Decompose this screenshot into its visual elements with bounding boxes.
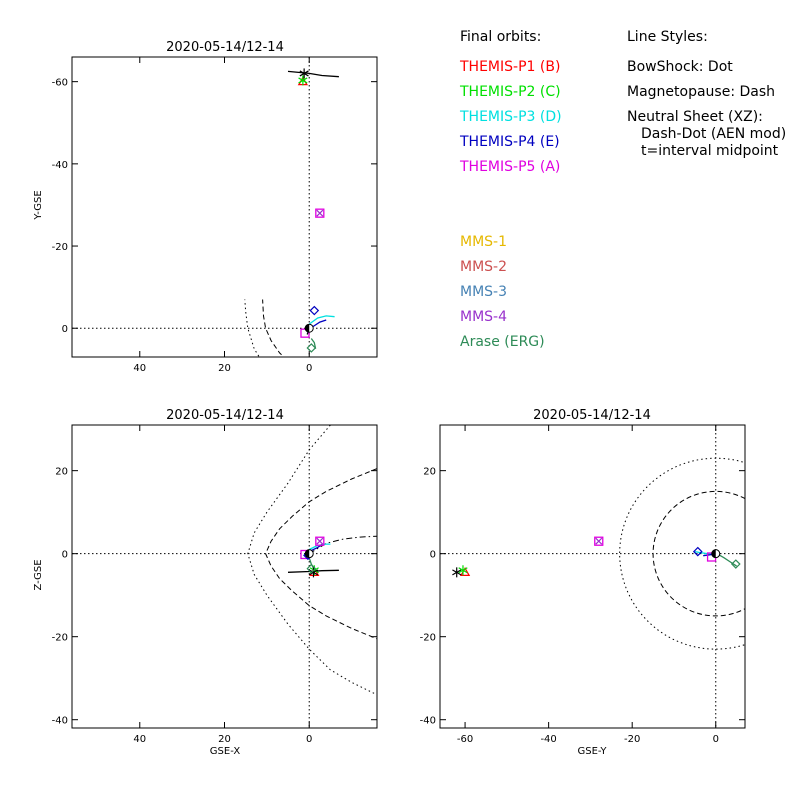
x-tick-label: -20	[624, 734, 640, 745]
x-tick-label: 0	[306, 734, 312, 745]
magnetopause-curve	[652, 490, 745, 617]
y-tick-label: 0	[430, 550, 436, 561]
x-tick-label: 0	[713, 734, 719, 745]
legend-probe-p3: THEMIS-P3 (D)	[459, 109, 562, 125]
asterisk-stroke	[308, 569, 319, 576]
magnetopause-curve	[265, 468, 377, 640]
legend-style-magnetopause: Magnetopause: Dash	[627, 84, 775, 100]
plot-content	[72, 57, 377, 357]
bowshock-curve	[244, 299, 260, 357]
asterisk-stroke	[299, 70, 309, 77]
cross-stroke	[316, 537, 324, 545]
legend-orbits-heading: Final orbits:	[460, 29, 541, 45]
panel-title: 2020-05-14/12-14	[166, 40, 284, 55]
x-tick-label: -40	[540, 734, 556, 745]
diamond-marker	[309, 305, 320, 316]
square-marker	[315, 208, 325, 218]
legend-style-neutral-sheet: Neutral Sheet (XZ):	[627, 109, 763, 125]
y-tick-label: 0	[62, 324, 68, 335]
plot-frame	[439, 424, 746, 729]
asterisk-marker	[308, 567, 319, 578]
x-tick-label: -60	[457, 734, 473, 745]
asterisk-stroke	[458, 567, 468, 574]
x-tick-label: 40	[133, 363, 146, 374]
orbit-track	[716, 553, 737, 567]
asterisk-stroke	[298, 77, 308, 84]
diamond-marker	[730, 559, 741, 569]
panel-title: 2020-05-14/12-14	[166, 408, 284, 423]
cross-marker	[595, 537, 603, 545]
legend-mms-2: MMS-2	[460, 259, 507, 275]
panel-xz: 2020-05-14/12-14 Z-GSE GSE-X 40 20 0 20 0 -20…	[33, 408, 378, 757]
diamond-marker	[306, 563, 317, 574]
plot-area: 40 20 0 -60 -40 -20 0	[52, 57, 377, 374]
asterisk-stroke	[452, 569, 462, 576]
panel-title: 2020-05-14/12-14	[533, 408, 651, 423]
y-tick-label: 20	[55, 467, 68, 478]
legend: Final orbits: Line Styles: THEMIS-P1 (B)…	[459, 29, 786, 350]
earth-night-side	[305, 324, 310, 333]
plot-frame	[71, 56, 378, 358]
y-tick-label: -40	[52, 160, 68, 171]
y-tick-label: 0	[62, 550, 68, 561]
y-tick-label: -40	[420, 716, 436, 727]
x-tick-label: 20	[218, 363, 231, 374]
plot-frame	[71, 424, 378, 729]
asterisk-marker	[458, 565, 468, 576]
y-tick-label: -60	[52, 78, 68, 89]
y-tick-label: 20	[423, 467, 436, 478]
cross-stroke	[316, 209, 324, 217]
y-tick-label: -40	[52, 716, 68, 727]
legend-style-bowshock: BowShock: Dot	[627, 59, 733, 75]
x-axis-label: GSE-Y	[578, 746, 608, 757]
asterisk-marker	[298, 75, 308, 86]
earth-night-side	[711, 549, 716, 558]
y-tick-label: -20	[52, 633, 68, 644]
plot-area: -60 -40 -20 0 20 0 -20 -40	[420, 425, 745, 745]
legend-style-midpoint: t=interval midpoint	[641, 143, 779, 159]
orbit-track	[287, 70, 339, 78]
neutral-sheet-curve	[308, 535, 377, 555]
legend-mms-1: MMS-1	[460, 234, 507, 250]
legend-mms-4: MMS-4	[460, 309, 507, 325]
y-tick-label: -20	[52, 242, 68, 253]
square-marker	[315, 536, 325, 546]
y-axis-label: Z-GSE	[33, 559, 44, 590]
legend-styles-heading: Line Styles:	[627, 29, 708, 45]
earth-night-side	[305, 549, 310, 558]
bowshock-curve	[619, 457, 745, 650]
legend-arase: Arase (ERG)	[460, 334, 545, 350]
legend-probe-p2: THEMIS-P2 (C)	[459, 84, 561, 100]
y-tick-label: -20	[420, 633, 436, 644]
panel-xy: 2020-05-14/12-14 Y-GSE 40 20 0 -60 -40 -20 0	[33, 40, 378, 374]
asterisk-marker	[299, 68, 309, 79]
x-tick-label: 0	[306, 363, 312, 374]
x-tick-label: 40	[133, 734, 146, 745]
plot-content	[440, 425, 745, 728]
orbit-track	[308, 315, 335, 325]
magnetopause-curve	[262, 299, 285, 357]
bowshock-curve	[247, 425, 377, 696]
legend-mms-3: MMS-3	[460, 284, 507, 300]
square-marker	[594, 536, 604, 546]
asterisk-marker	[452, 567, 462, 578]
panel-yz: 2020-05-14/12-14 GSE-Y -60 -40 -20 0200-20-…	[420, 408, 746, 757]
legend-probe-p1: THEMIS-P1 (B)	[459, 59, 560, 75]
x-axis-label: GSE-X	[210, 746, 241, 757]
cross-marker	[316, 537, 324, 545]
cross-stroke	[595, 537, 603, 545]
diamond-marker	[306, 343, 317, 353]
legend-probe-p4: THEMIS-P4 (E)	[459, 134, 560, 150]
plot-area: 40 20 0 20 0 -20 -40	[52, 425, 377, 745]
diamond-marker	[692, 546, 703, 557]
legend-style-dash-dot: Dash-Dot (AEN mod)	[641, 126, 786, 142]
legend-probe-p5: THEMIS-P5 (A)	[459, 159, 560, 175]
y-axis-label: Y-GSE	[33, 190, 44, 220]
plot-content	[72, 425, 377, 728]
orbit-track	[310, 338, 317, 349]
cross-marker	[316, 209, 324, 217]
x-tick-label: 20	[218, 734, 231, 745]
